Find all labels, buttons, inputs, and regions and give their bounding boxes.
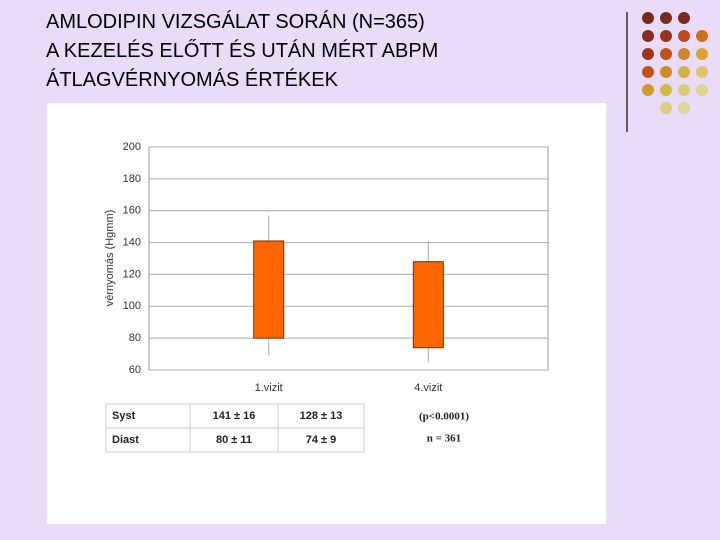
bar bbox=[253, 240, 285, 339]
bar bbox=[412, 261, 444, 349]
title-line: A KEZELÉS ELŐTT ÉS UTÁN MÉRT ABPM bbox=[46, 39, 438, 62]
table-cell: 74 ± 9 bbox=[306, 434, 337, 446]
y-tick-label: 180 bbox=[123, 173, 141, 185]
title-line: ÁTLAGVÉRNYOMÁS ÉRTÉKEK bbox=[46, 68, 339, 91]
title-line: AMLODIPIN VIZSGÁLAT SORÁN (N=365) bbox=[46, 10, 425, 33]
y-tick-label: 60 bbox=[129, 364, 141, 376]
y-tick-label: 140 bbox=[123, 236, 141, 248]
table-cell: 141 ± 16 bbox=[213, 410, 256, 422]
table-cell: 80 ± 11 bbox=[216, 434, 252, 446]
y-tick-label: 160 bbox=[123, 205, 141, 217]
chart-panel bbox=[47, 103, 606, 524]
y-axis-label: vérnyomás (Hgmm) bbox=[104, 210, 116, 307]
y-tick-label: 80 bbox=[129, 332, 141, 344]
table bbox=[105, 403, 365, 453]
note: (p<0.0001) bbox=[419, 411, 469, 423]
decor-dots bbox=[642, 12, 708, 114]
y-tick-label: 120 bbox=[123, 268, 141, 280]
row-header: Diast bbox=[112, 434, 139, 446]
x-tick-label: 1.vizit bbox=[255, 382, 283, 394]
y-tick-label: 100 bbox=[123, 300, 141, 312]
note: n = 361 bbox=[427, 433, 461, 445]
y-tick-label: 200 bbox=[123, 141, 141, 153]
row-header: Syst bbox=[112, 410, 136, 422]
table-cell: 128 ± 13 bbox=[300, 410, 343, 422]
x-tick-label: 4.vizit bbox=[414, 382, 442, 394]
